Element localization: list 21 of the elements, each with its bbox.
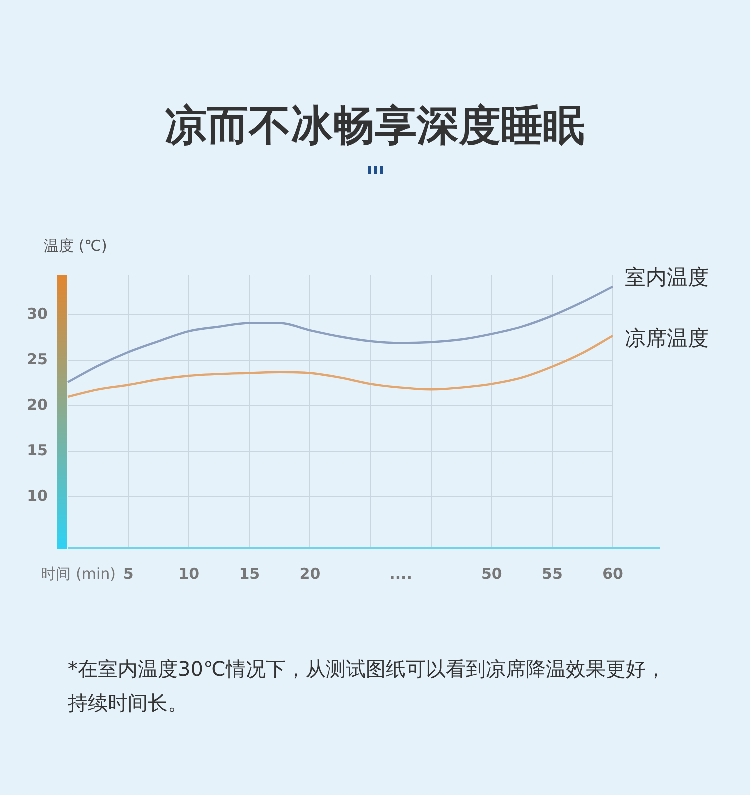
text: *在室内温度30℃情况下，从测试图纸可以看到凉席降温效果更好，持续时间长。 — [68, 656, 667, 717]
x-tick-label: 15 — [239, 564, 260, 583]
x-tick-label: 60 — [602, 564, 624, 583]
y-axis-title: 温度 (℃) — [44, 236, 108, 255]
line-series — [66, 286, 614, 384]
series-label: 室内温度 — [625, 265, 709, 290]
line-series — [66, 334, 614, 398]
x-tick-label: 10 — [178, 564, 200, 583]
y-tick-label: 15 — [27, 441, 48, 460]
x-tick-label: .... — [390, 564, 412, 583]
y-tick-label: 20 — [27, 396, 48, 414]
y-tick-label: 25 — [27, 350, 48, 368]
x-tick-label: 50 — [481, 564, 502, 583]
x-tick-label: 20 — [300, 564, 321, 583]
chart-title: 凉而不冰畅享深度睡眠 — [164, 100, 586, 152]
x-tick-label: 55 — [542, 564, 563, 583]
y-tick-label: 10 — [27, 486, 48, 505]
y-tick-label: 30 — [27, 304, 48, 323]
x-axis-title: 时间 (min) — [41, 564, 116, 583]
x-tick-label: 5 — [123, 564, 134, 583]
series-label: 凉席温度 — [625, 326, 709, 350]
